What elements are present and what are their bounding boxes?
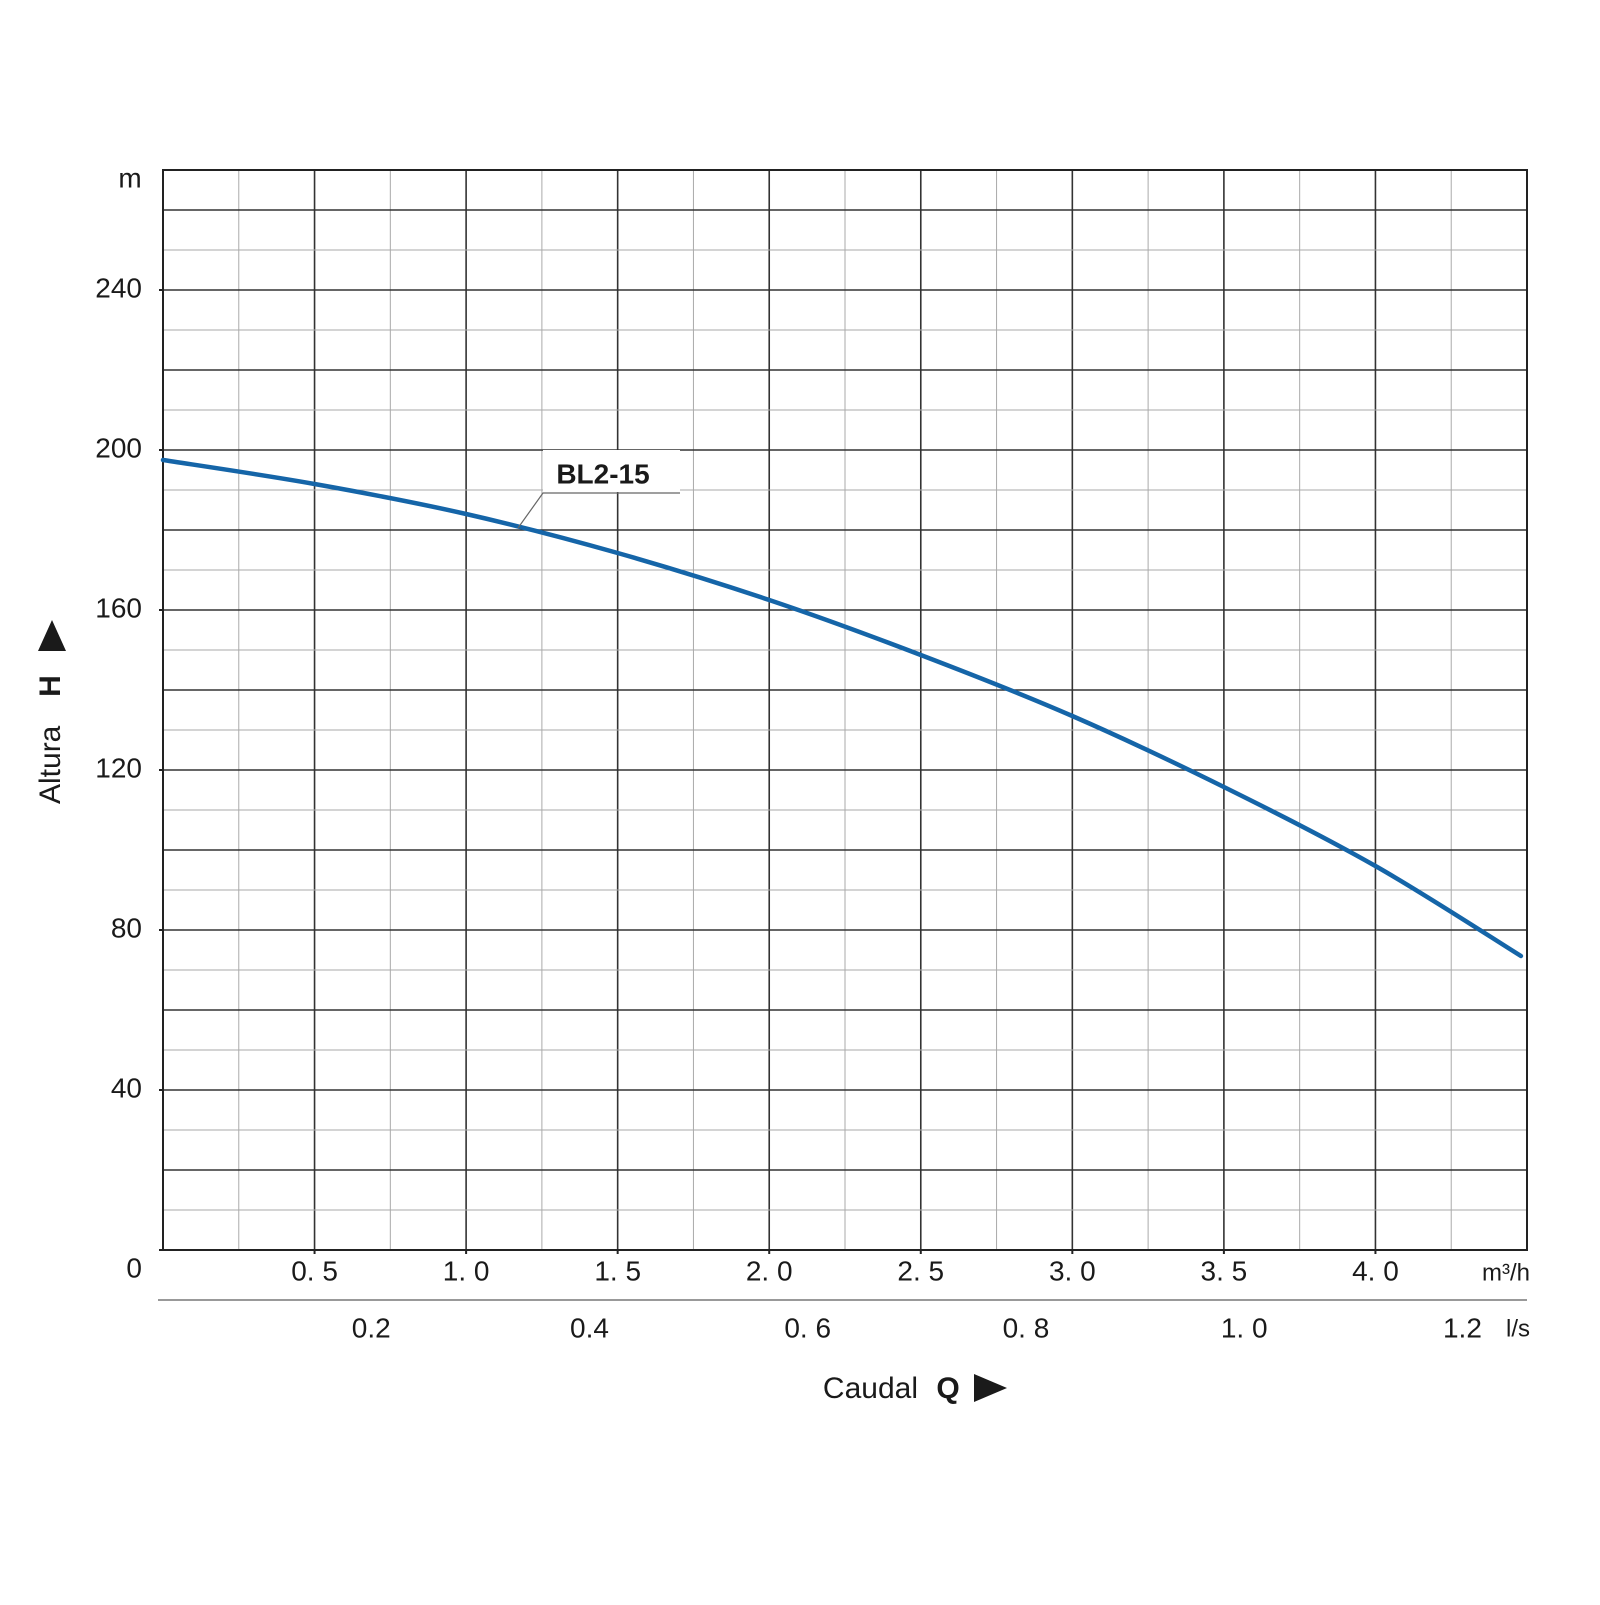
grid [163,170,1527,1250]
x-axis-symbol: Q [936,1372,959,1405]
y-unit: m [118,162,141,193]
y-arrow [38,620,66,651]
y-tick-label: 160 [95,592,142,623]
x2-tick-label: 1.2 [1443,1312,1482,1343]
x-arrow [974,1374,1007,1402]
y-tick-label: 40 [111,1072,142,1103]
x-tick-label: 2. 5 [897,1255,944,1286]
label-box [543,450,680,492]
y-axis-title: Altura [34,725,67,804]
x-tick-label: 1. 0 [443,1255,490,1286]
x-tick-label: 0. 5 [291,1255,338,1286]
marks: BL2-15 [160,450,1524,959]
label-leader [517,492,680,529]
series-label: BL2-15 [556,458,649,489]
y-tick-label: 240 [95,272,142,303]
x2-tick-label: 0.2 [352,1312,391,1343]
x-axis-title: Caudal [823,1372,918,1405]
plot-frame [162,169,1528,1251]
x-tick-label: 2. 0 [746,1255,793,1286]
x-tick-label: 3. 0 [1049,1255,1096,1286]
y-axis-symbol: H [34,675,67,697]
x2-tick-label: 0.4 [570,1312,609,1343]
x-tick-label: 4. 0 [1352,1255,1399,1286]
x2-tick-label: 0. 8 [1003,1312,1050,1343]
x2-unit: l/s [1506,1315,1530,1342]
y-tick-label: 200 [95,432,142,463]
x-unit: m³/h [1482,1259,1530,1286]
y-tick-label: 80 [111,912,142,943]
y-tick-label: 0 [126,1252,142,1283]
y-tick-label: 120 [95,752,142,783]
x-tick-label: 3. 5 [1201,1255,1248,1286]
curve [160,457,1524,959]
x2-tick-label: 0. 6 [784,1312,831,1343]
x2-tick-label: 1. 0 [1221,1312,1268,1343]
x-tick-label: 1. 5 [594,1255,641,1286]
